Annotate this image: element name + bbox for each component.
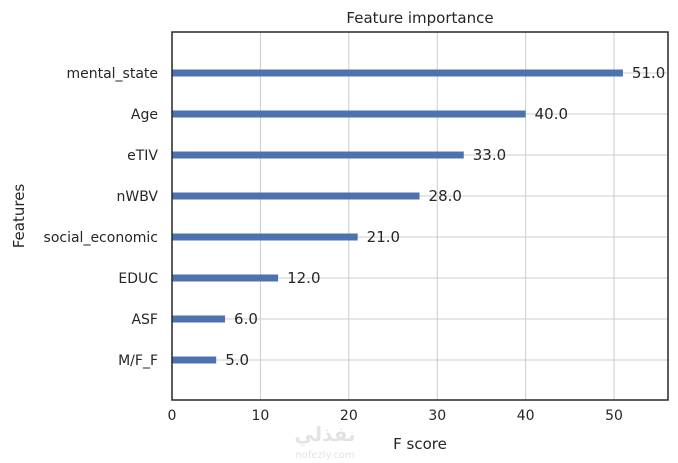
bar xyxy=(172,110,526,118)
y-tick-label: ASF xyxy=(131,312,158,328)
data-label: 21.0 xyxy=(367,228,400,246)
watermark-url: nofezly.com xyxy=(295,450,354,461)
y-tick-label: Age xyxy=(131,107,158,123)
x-tick-label: 0 xyxy=(168,408,177,424)
watermark-logo-text: نفذلي xyxy=(294,422,355,447)
x-tick-label: 10 xyxy=(251,408,269,424)
tick-labels: 0 10 20 30 40 50 mental_state Age eTIV nWBV social… xyxy=(44,66,623,424)
grid-lines xyxy=(171,32,668,400)
y-tick-label: EDUC xyxy=(118,271,158,287)
data-label: 33.0 xyxy=(473,146,506,164)
y-tick-label: M/F_F xyxy=(118,353,158,369)
plot-frame xyxy=(171,31,669,401)
x-tick-label: 50 xyxy=(605,408,623,424)
bar xyxy=(172,315,226,323)
data-label: 40.0 xyxy=(535,105,568,123)
bar xyxy=(172,192,420,200)
data-label: 28.0 xyxy=(429,187,462,205)
data-label: 12.0 xyxy=(287,269,320,287)
bar xyxy=(172,356,217,364)
bar xyxy=(172,69,623,77)
x-tick-label: 40 xyxy=(517,408,535,424)
bar xyxy=(172,233,358,241)
data-labels: 51.0 40.0 33.0 28.0 21.0 12.0 6.0 5.0 xyxy=(225,64,665,369)
chart-title: Feature importance xyxy=(346,9,493,27)
bar xyxy=(172,274,279,282)
data-label: 6.0 xyxy=(234,310,258,328)
y-tick-label: nWBV xyxy=(117,189,159,205)
x-tick-label: 30 xyxy=(428,408,446,424)
data-label: 51.0 xyxy=(632,64,665,82)
y-tick-label: eTIV xyxy=(127,148,158,164)
y-tick-label: social_economic xyxy=(44,230,158,246)
y-axis-label: Features xyxy=(10,184,28,249)
data-label: 5.0 xyxy=(225,351,249,369)
x-axis-label: F score xyxy=(393,435,447,453)
x-tick-label: 20 xyxy=(340,408,358,424)
bar xyxy=(172,151,464,159)
bars xyxy=(172,69,623,364)
y-tick-label: mental_state xyxy=(66,66,158,82)
